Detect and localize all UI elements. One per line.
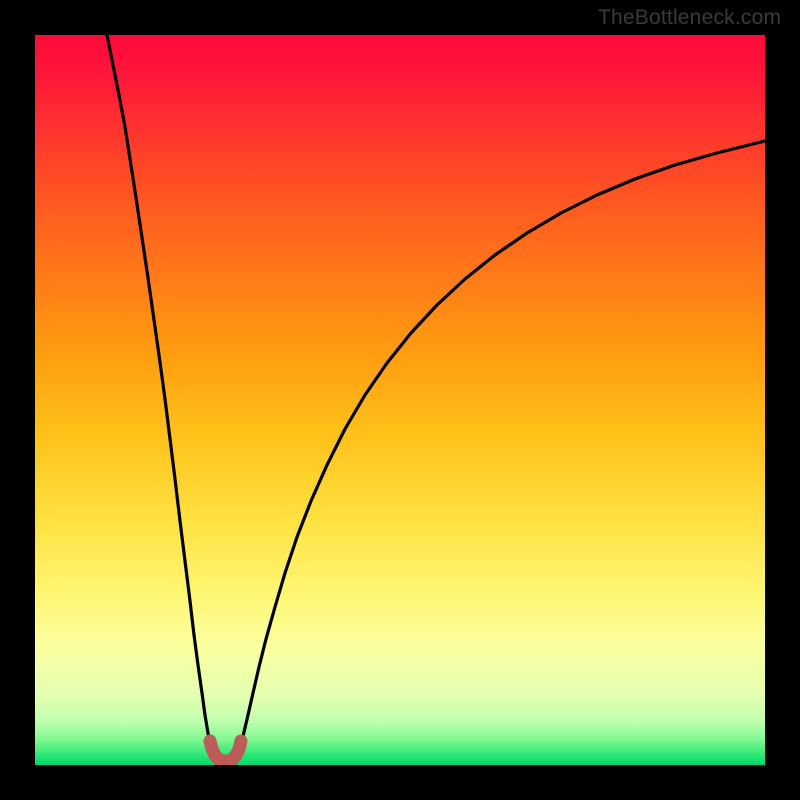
chart-background: [35, 35, 765, 765]
chart-svg: [35, 35, 765, 765]
chart-plot-area: [35, 35, 765, 765]
watermark-text: TheBottleneck.com: [598, 6, 781, 30]
